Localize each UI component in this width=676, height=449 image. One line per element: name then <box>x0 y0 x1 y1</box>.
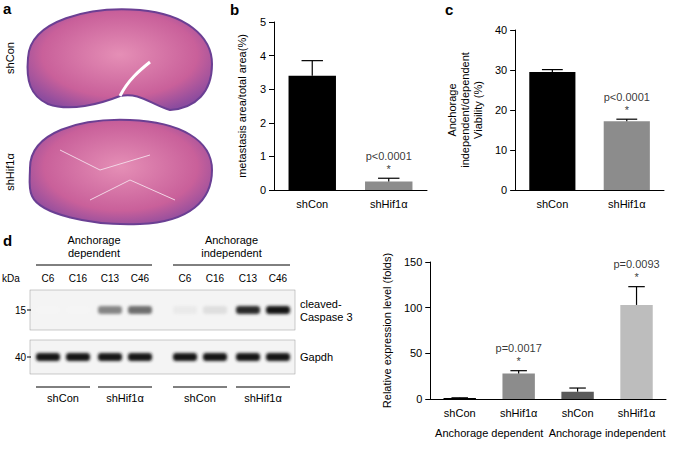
svg-text:kDa: kDa <box>2 273 20 284</box>
svg-text:C46: C46 <box>269 273 288 284</box>
svg-text:a: a <box>3 0 12 17</box>
svg-text:b: b <box>230 1 239 18</box>
svg-text:shHif1α: shHif1α <box>618 407 656 419</box>
svg-text:shCon: shCon <box>4 42 16 74</box>
svg-text:cleaved-: cleaved- <box>300 298 342 310</box>
svg-text:100: 100 <box>404 302 422 314</box>
svg-text:shHif1α: shHif1α <box>500 407 538 419</box>
svg-text:C13: C13 <box>239 273 258 284</box>
svg-text:Caspase 3: Caspase 3 <box>300 311 353 323</box>
svg-text:shCon: shCon <box>296 198 328 210</box>
svg-text:3: 3 <box>260 83 266 95</box>
svg-text:dependent: dependent <box>68 247 120 259</box>
svg-text:2: 2 <box>260 117 266 129</box>
svg-text:shHif1α: shHif1α <box>4 153 16 191</box>
svg-text:metastasis area/total area(%): metastasis area/total area(%) <box>236 34 248 178</box>
svg-text:*: * <box>634 271 639 283</box>
svg-text:C13: C13 <box>101 273 120 284</box>
svg-text:shHif1α: shHif1α <box>370 198 408 210</box>
svg-text:150: 150 <box>404 256 422 268</box>
svg-text:C16: C16 <box>206 273 225 284</box>
svg-text:Anchorage dependent: Anchorage dependent <box>435 427 543 439</box>
svg-text:0: 0 <box>260 184 266 196</box>
svg-text:d: d <box>3 232 12 249</box>
svg-text:1: 1 <box>260 150 266 162</box>
svg-text:0: 0 <box>501 184 507 196</box>
svg-text:c: c <box>445 1 453 18</box>
svg-text:10: 10 <box>495 144 507 156</box>
svg-text:shCon: shCon <box>536 198 568 210</box>
svg-text:C46: C46 <box>131 273 150 284</box>
svg-text:0: 0 <box>416 393 422 405</box>
svg-text:shCon: shCon <box>184 392 216 404</box>
svg-text:C6: C6 <box>179 273 192 284</box>
svg-text:independent/dependent: independent/dependent <box>459 52 471 168</box>
svg-text:p=0.0017: p=0.0017 <box>496 342 542 354</box>
svg-text:Viability (%): Viability (%) <box>472 81 484 139</box>
svg-text:C6: C6 <box>42 273 55 284</box>
svg-text:shHif1α: shHif1α <box>244 392 282 404</box>
svg-text:*: * <box>625 104 630 116</box>
svg-text:50: 50 <box>410 347 422 359</box>
svg-text:Anchorage: Anchorage <box>205 234 258 246</box>
svg-text:Gapdh: Gapdh <box>300 351 333 363</box>
svg-text:shCon: shCon <box>444 407 476 419</box>
svg-text:5: 5 <box>260 16 266 28</box>
svg-text:shHif1α: shHif1α <box>608 198 646 210</box>
svg-text:p<0.0001: p<0.0001 <box>604 91 650 103</box>
svg-text:Relative expression level (fol: Relative expression level (folds) <box>381 253 393 408</box>
svg-text:40: 40 <box>495 24 507 36</box>
svg-text:Anchorage independent: Anchorage independent <box>549 427 666 439</box>
svg-text:Anchorage: Anchorage <box>446 83 458 136</box>
svg-text:Anchorage: Anchorage <box>67 234 120 246</box>
svg-text:4: 4 <box>260 50 266 62</box>
svg-text:30: 30 <box>495 64 507 76</box>
svg-text:shCon: shCon <box>562 407 594 419</box>
svg-text:independent: independent <box>201 247 262 259</box>
svg-text:*: * <box>387 163 392 175</box>
svg-text:20: 20 <box>495 104 507 116</box>
svg-text:shCon: shCon <box>47 392 79 404</box>
svg-text:C16: C16 <box>69 273 88 284</box>
svg-text:*: * <box>517 355 522 367</box>
svg-text:p<0.0001: p<0.0001 <box>366 150 412 162</box>
svg-text:40: 40 <box>15 352 27 363</box>
svg-text:15: 15 <box>15 305 27 316</box>
svg-text:p=0.0093: p=0.0093 <box>613 258 659 270</box>
svg-text:shHif1α: shHif1α <box>106 392 144 404</box>
